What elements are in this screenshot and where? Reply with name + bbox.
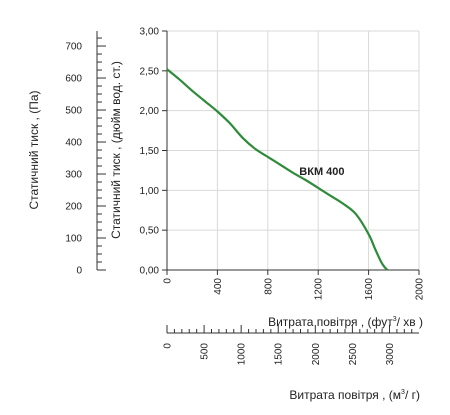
inch-tick-label-1: 0,50 — [140, 226, 160, 237]
pa-tick-label-7: 700 — [65, 42, 82, 53]
grid — [167, 30, 420, 270]
m3h-tick-label-1: 500 — [200, 343, 211, 360]
m3h-tick-label-2: 1000 — [237, 343, 248, 366]
pa-axis-title: Статичний тиск , (Па) — [27, 90, 41, 209]
ticks: 0,00 0,50 1,00 1,50 2,00 2,50 3,00 0 400 800 1200 1… — [65, 27, 425, 366]
cfm-tick-label-5: 2000 — [415, 278, 426, 301]
series-label-bkm-400: ВКМ 400 — [299, 166, 344, 178]
cfm-axis-title-main: Витрата повітря , (фут — [268, 315, 393, 329]
inch-tick-label-5: 2,50 — [140, 66, 160, 77]
pa-tick-label-5: 500 — [65, 106, 82, 117]
inch-axis-title: Статичний тиск , (дюйм вод. ст.) — [109, 61, 123, 239]
m3h-tick-label-4: 2000 — [311, 343, 322, 366]
cfm-tick-label-4: 1600 — [364, 278, 375, 301]
inch-tick-label-6: 3,00 — [140, 27, 160, 38]
pa-tick-label-2: 200 — [65, 202, 82, 213]
inch-tick-label-2: 1,00 — [140, 186, 160, 197]
m3h-tick-label-5: 2500 — [348, 343, 359, 366]
inch-tick-label-3: 1,50 — [140, 146, 160, 157]
pa-tick-label-6: 600 — [65, 74, 82, 85]
m3h-axis-title-sup: 3 — [401, 389, 405, 396]
cfm-axis-title: Витрата повітря , (фут3/ хв ) — [268, 315, 423, 329]
series-curves — [166, 68, 389, 271]
cfm-axis-title-sup: 3 — [393, 316, 397, 323]
cfm-tick-label-3: 1200 — [314, 278, 325, 301]
m3h-axis-title-main: Витрата повітря , (м — [289, 388, 401, 402]
m3h-tick-label-6: 3000 — [385, 343, 396, 366]
series-line-0 — [166, 68, 389, 271]
inch-tick-label-4: 2,00 — [140, 106, 160, 117]
m3h-tick-label-0: 0 — [163, 343, 174, 349]
pa-tick-label-0: 0 — [76, 266, 82, 277]
inch-tick-label-0: 0,00 — [140, 266, 160, 277]
cfm-tick-label-1: 400 — [213, 278, 224, 295]
cfm-tick-label-2: 800 — [263, 278, 274, 295]
cfm-tick-label-0: 0 — [163, 278, 174, 284]
pa-tick-label-3: 300 — [65, 170, 82, 181]
pa-tick-label-1: 100 — [65, 234, 82, 245]
m3h-tick-label-3: 1500 — [274, 343, 285, 366]
m3h-axis-title-end: / г) — [405, 388, 420, 402]
cfm-axis-title-end: / хв ) — [397, 315, 423, 329]
pa-tick-label-4: 400 — [65, 138, 82, 149]
m3h-axis-title: Витрата повітря , (м3/ г) — [289, 388, 420, 402]
